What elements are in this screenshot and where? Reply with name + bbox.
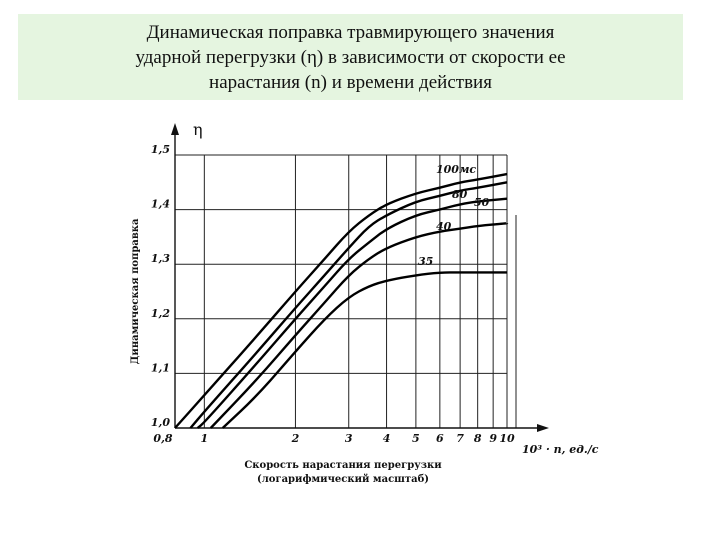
series-label: 50 <box>474 196 490 209</box>
title-line-1: Динамическая поправка травмирующего знач… <box>146 22 555 43</box>
x-tick-label: 9 <box>489 432 497 445</box>
series-label: 35 <box>418 255 433 268</box>
x-tick-label: 4 <box>383 432 391 445</box>
y-tick-label: 1,4 <box>151 198 170 211</box>
x-unit-label: 10³ · n, ед./с <box>522 443 599 456</box>
x-tick-label: 7 <box>456 432 464 445</box>
x-tick-label: 5 <box>412 432 420 445</box>
series-line <box>209 222 508 429</box>
series-line <box>174 172 508 429</box>
y-tick-label: 1,2 <box>151 307 170 320</box>
x-axis-label-line-2: (логарифмический масштаб) <box>257 474 429 485</box>
x-axis-arrow <box>537 424 549 432</box>
y-axis-label: Динамическая поправка <box>130 218 141 365</box>
title-line-3: нарастания (n) и времени действия <box>209 72 492 93</box>
title-line-2: ударной перегрузки (η) в зависимости от … <box>135 47 566 68</box>
x-tick-label: 10 <box>499 432 515 445</box>
x-tick-label: 3 <box>345 432 353 445</box>
y-tick-label: 1,0 <box>151 416 170 429</box>
y-tick-label: 1,5 <box>151 143 170 156</box>
x-tick-label: 0,8 <box>153 432 172 445</box>
grid <box>175 154 517 429</box>
series-line <box>221 271 507 429</box>
series-line <box>196 197 508 429</box>
series-label: 40 <box>436 220 452 233</box>
title-banner: Динамическая поправка травмирующего знач… <box>18 14 683 100</box>
axes <box>171 123 549 432</box>
series-label: 100мс <box>436 163 476 176</box>
x-tick-label: 2 <box>291 432 300 445</box>
x-tick-label: 1 <box>201 432 209 445</box>
y-axis-symbol: η <box>193 120 203 139</box>
curves <box>174 172 508 429</box>
y-axis-arrow <box>171 123 179 135</box>
y-tick-label: 1,1 <box>151 361 170 374</box>
x-axis-label-line-1: Скорость нарастания перегрузки <box>244 460 442 471</box>
y-tick-label: 1,3 <box>151 252 170 265</box>
x-tick-label: 6 <box>436 432 444 445</box>
labels: 0,8 1 2 3 4 5 6 7 8 9 10 1,0 1,1 1,2 1,3 1,4 1,5 η Динамич… <box>130 120 599 485</box>
series-line <box>189 181 508 429</box>
series-label: 80 <box>452 188 468 201</box>
x-tick-label: 8 <box>474 432 482 445</box>
